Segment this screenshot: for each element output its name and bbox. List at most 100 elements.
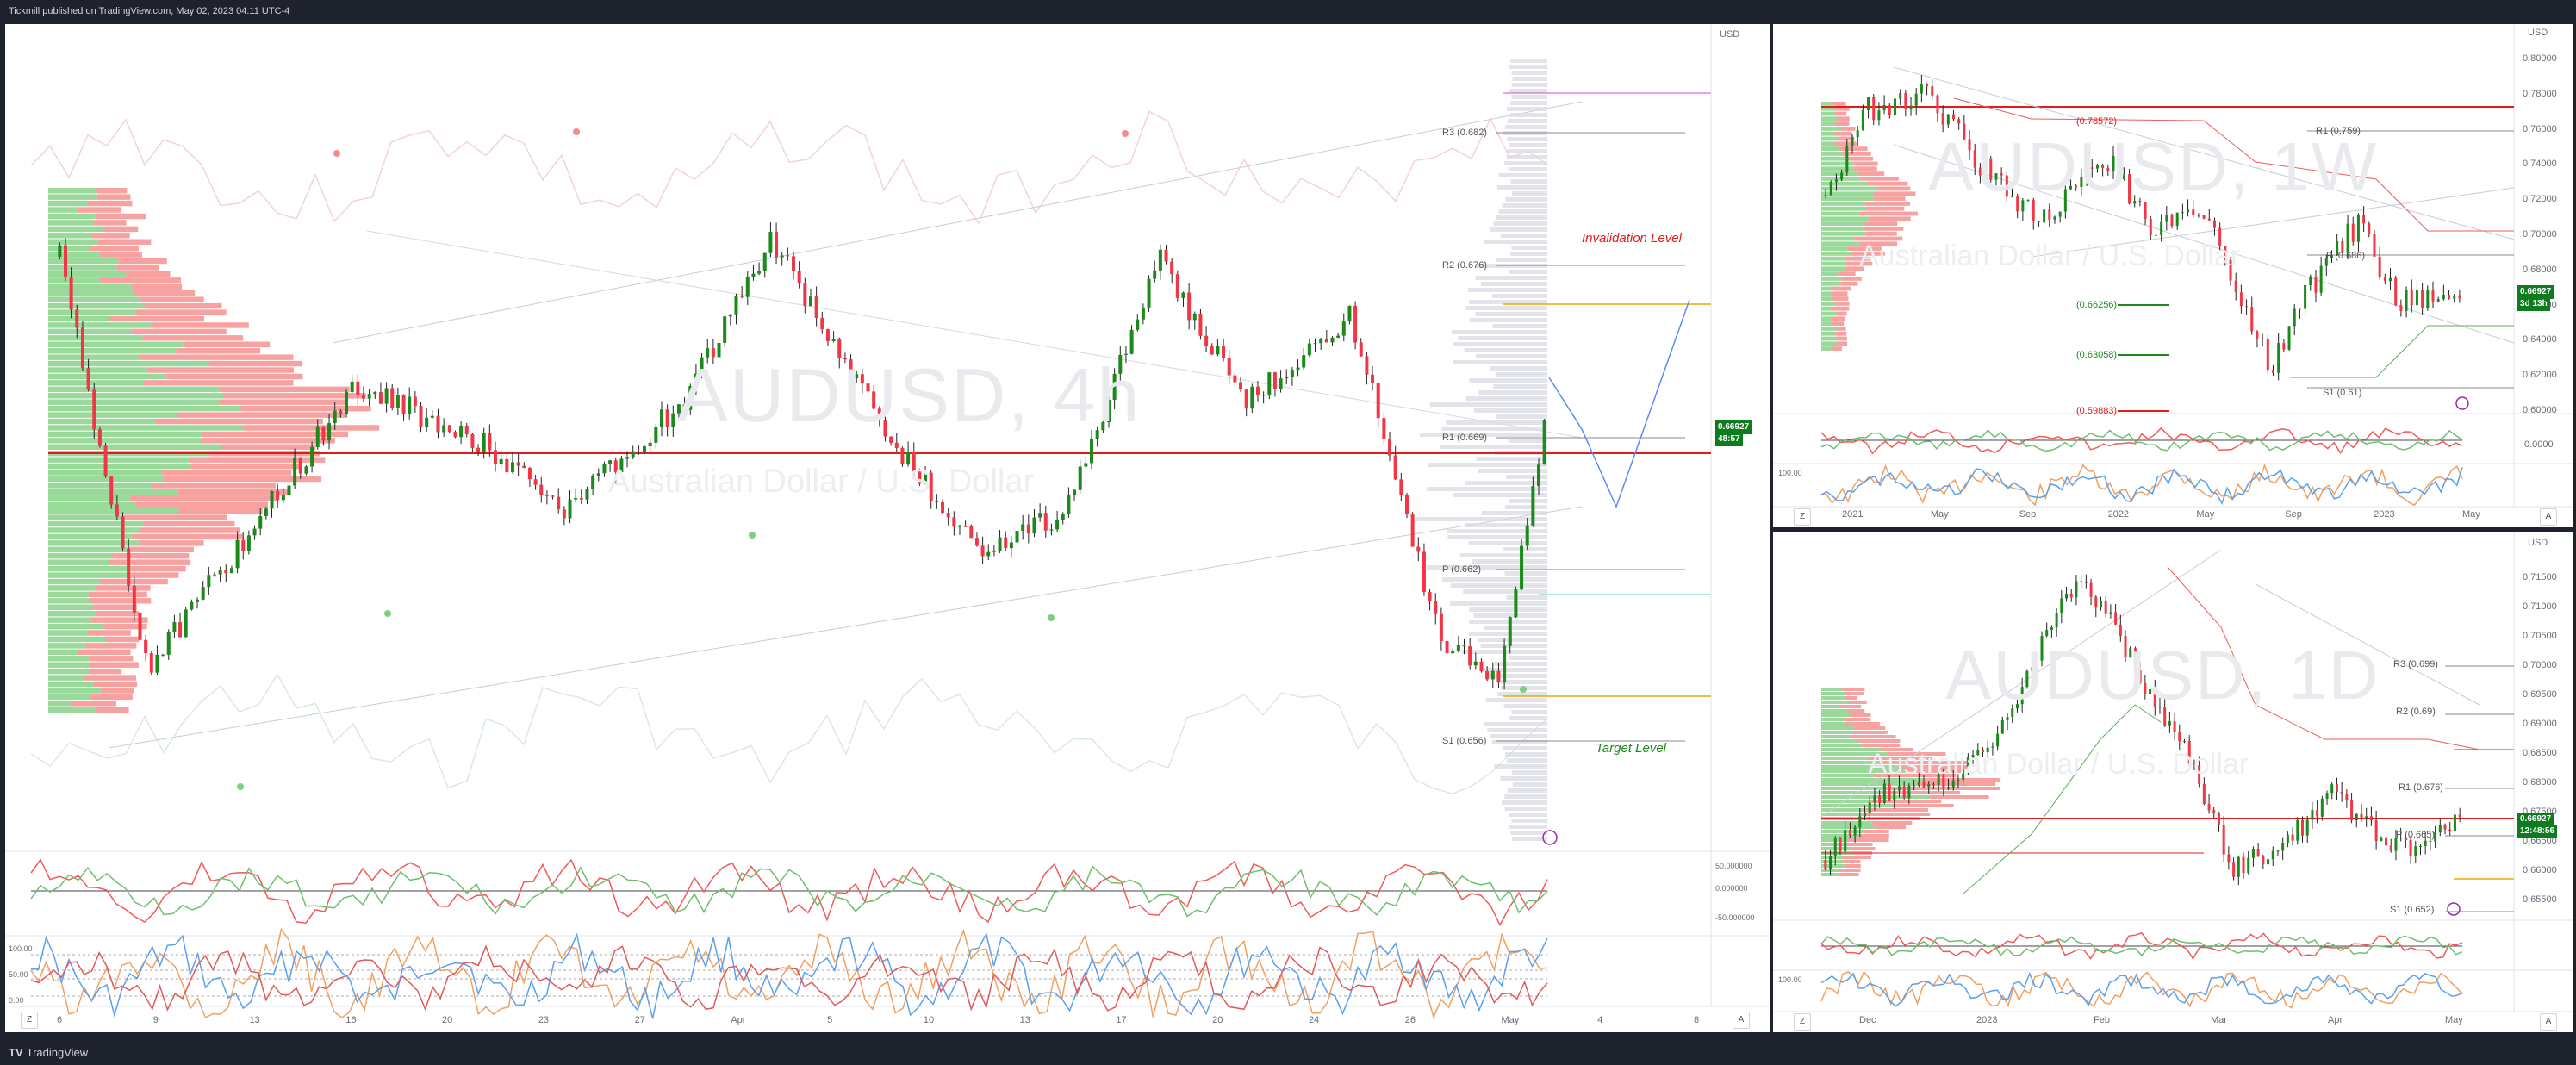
weekly-vp-up xyxy=(1821,166,1855,171)
weekly-x-tick: May xyxy=(1930,509,1949,520)
main-vp-down xyxy=(177,412,345,418)
daily-vp-down xyxy=(1887,752,1946,756)
main-vp-down xyxy=(99,578,168,585)
daily-candle xyxy=(1848,830,1851,836)
weekly-vp-down xyxy=(1835,336,1847,341)
main-right-profile-bar xyxy=(1492,294,1547,298)
main-vp-down xyxy=(176,347,261,354)
weekly-vp-up xyxy=(1821,216,1870,221)
weekly-chart-svg[interactable] xyxy=(1773,24,2573,527)
weekly-y-tick: 0.74000 xyxy=(2523,159,2557,170)
main-candle xyxy=(321,426,326,441)
daily-y-tick: 0.66500 xyxy=(2523,836,2557,846)
weekly-timezone-button[interactable]: Z xyxy=(1794,508,1811,526)
weekly-vp-up xyxy=(1821,121,1835,126)
daily-candle xyxy=(1922,782,1926,787)
main-auto-scale-button[interactable]: A xyxy=(1733,1012,1750,1029)
main-candle xyxy=(1078,466,1082,490)
main-right-profile-bar xyxy=(1450,583,1547,588)
weekly-auto-scale-button[interactable]: A xyxy=(2540,508,2557,526)
main-osc-green xyxy=(30,865,1548,918)
daily-vp-up xyxy=(1821,757,1868,760)
main-candle xyxy=(207,575,211,588)
main-candle xyxy=(190,601,194,610)
main-candle xyxy=(1520,545,1524,589)
daily-vp-down xyxy=(1847,838,1889,842)
main-candle xyxy=(339,410,343,414)
main-right-profile-bar xyxy=(1490,734,1547,738)
main-chart-svg[interactable] xyxy=(5,24,1770,1032)
weekly-level-4: (0.66256) xyxy=(2076,300,2118,310)
main-candle xyxy=(1233,375,1237,383)
main-right-profile-bar xyxy=(1504,505,1547,509)
daily-candle xyxy=(2345,794,2349,800)
weekly-vp-up xyxy=(1821,266,1846,271)
main-vp-up xyxy=(48,604,94,610)
main-x-tick: 9 xyxy=(152,1015,159,1025)
main-vp-up xyxy=(48,418,156,425)
main-vp-up xyxy=(48,565,131,572)
main-candle xyxy=(1227,358,1231,376)
main-candle xyxy=(946,512,950,518)
main-candle xyxy=(345,392,349,414)
daily-auto-scale-button[interactable]: A xyxy=(2540,1013,2557,1031)
daily-vp-up xyxy=(1821,718,1845,721)
daily-candle xyxy=(2202,783,2206,805)
main-candle xyxy=(1118,354,1123,374)
main-candle xyxy=(631,451,635,458)
main-right-profile-bar xyxy=(1500,776,1547,781)
main-candle xyxy=(883,420,887,437)
main-candle xyxy=(1490,670,1495,680)
daily-candle xyxy=(1996,733,2000,747)
weekly-x-tick: 2021 xyxy=(1842,509,1864,520)
main-chart-panel[interactable]: AUDUSD, 4h Australian Dollar / U.S. Doll… xyxy=(5,24,1770,1032)
main-candle xyxy=(408,396,412,414)
weekly-vp-down xyxy=(1834,121,1850,126)
weekly-candle xyxy=(1882,105,1886,111)
main-candle xyxy=(356,381,360,395)
main-candle xyxy=(1055,520,1060,530)
weekly-vp-up xyxy=(1821,236,1854,241)
main-vp-up xyxy=(48,688,102,694)
main-right-profile-bar xyxy=(1483,240,1547,244)
main-vp-up xyxy=(48,701,72,707)
main-right-profile-bar xyxy=(1509,499,1547,503)
main-candle xyxy=(470,434,475,448)
main-candle xyxy=(161,654,165,656)
weekly-candle xyxy=(1931,86,1934,96)
daily-chart-svg[interactable] xyxy=(1773,532,2573,1032)
main-vp-down xyxy=(89,656,134,662)
weekly-vp-up xyxy=(1821,336,1836,341)
daily-vp-down xyxy=(1841,688,1865,691)
main-candle xyxy=(1365,356,1369,375)
weekly-candle xyxy=(2298,308,2301,310)
daily-timezone-button[interactable]: Z xyxy=(1794,1013,1811,1031)
daily-vp-up xyxy=(1821,735,1850,738)
main-x-tick: 6 xyxy=(57,1015,63,1025)
main-timezone-button[interactable]: Z xyxy=(21,1012,38,1029)
weekly-vp-down xyxy=(1865,206,1905,211)
main-vp-down xyxy=(144,302,222,309)
main-candle xyxy=(619,458,624,473)
main-vp-up xyxy=(48,386,220,393)
main-pivot-dot xyxy=(1048,614,1055,621)
daily-candle xyxy=(1858,816,1862,828)
main-vp-up xyxy=(48,623,105,630)
tradingview-logo[interactable]: TV TradingView xyxy=(9,1046,88,1059)
main-right-profile-bar xyxy=(1465,523,1547,527)
weekly-chart-panel[interactable]: AUDUSD, 1W Australian Dollar / U.S. Doll… xyxy=(1773,24,2573,527)
main-candle xyxy=(768,232,773,253)
main-vp-up xyxy=(48,694,90,701)
weekly-vp-down xyxy=(1854,166,1877,171)
daily-vp-up xyxy=(1821,778,1924,782)
weekly-candle xyxy=(2410,290,2413,306)
daily-stoch-orange xyxy=(1820,970,2463,1009)
main-candle xyxy=(1061,514,1065,520)
main-right-profile-bar xyxy=(1467,288,1547,292)
daily-candle xyxy=(1991,746,1994,748)
main-candle xyxy=(1410,514,1415,547)
daily-candle xyxy=(2320,798,2324,817)
weekly-candle xyxy=(2128,174,2131,204)
daily-chart-panel[interactable]: AUDUSD, 1D Australian Dollar / U.S. Doll… xyxy=(1773,532,2573,1032)
main-right-profile-bar xyxy=(1487,728,1547,732)
